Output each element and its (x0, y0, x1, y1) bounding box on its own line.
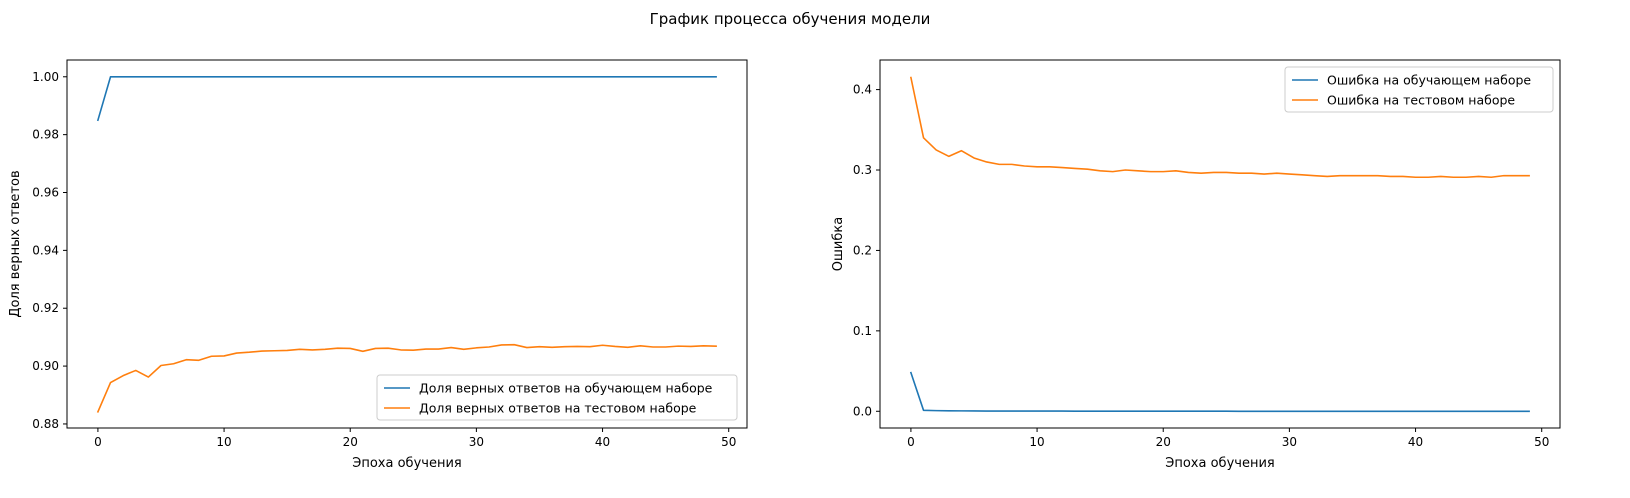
accuracy-y-tick-label: 1.00 (32, 70, 59, 84)
loss-series-layer (909, 76, 1530, 413)
accuracy-plot-frame (66, 59, 748, 429)
loss-x-tick-label: 30 (1282, 435, 1297, 449)
loss-chart: 0 10 20 30 40 50 0.0 0.1 0.2 0.3 0.4 Эпоха обучени… (831, 59, 1561, 471)
accuracy-legend-label: Доля верных ответов на обучающем наборе (419, 381, 713, 396)
loss-x-tick-label: 0 (907, 435, 915, 449)
loss-x-axis-label: Эпоха обучения (1165, 456, 1274, 471)
loss-y-axis-label: Ошибка (831, 217, 846, 271)
accuracy-y-tick-label: 0.96 (32, 186, 59, 200)
accuracy-y-tick-label: 0.98 (32, 128, 59, 142)
accuracy-chart: 0 10 20 30 40 500.880.900.920.940.960.981.00 … (8, 59, 748, 471)
loss-x-tick-label: 50 (1534, 435, 1549, 449)
accuracy-series-line-train (96, 75, 717, 122)
loss-legend-label: Ошибка на обучающем наборе (1327, 73, 1531, 88)
accuracy-y-tick-label: 0.92 (32, 301, 59, 315)
loss-x-tick-label: 40 (1408, 435, 1423, 449)
accuracy-series-layer (96, 75, 717, 413)
loss-tick-layer: 0 10 20 30 40 50 0.0 0.1 0.2 0.3 0.4 (853, 83, 1549, 449)
accuracy-x-tick-label: 40 (595, 435, 610, 449)
accuracy-legend-box (376, 374, 738, 421)
loss-y-tick-label: 0.2 (853, 243, 872, 257)
loss-y-tick-label: 0.4 (853, 83, 872, 97)
loss-x-tick-label: 20 (1156, 435, 1171, 449)
loss-plot-frame (879, 59, 1561, 429)
loss-legend-label: Ошибка на тестовом наборе (1327, 93, 1515, 108)
accuracy-tick-layer: 0 10 20 30 40 50 0.88 0.90 0.92 0.94 0.96 0.98 1.00 (32, 70, 736, 449)
accuracy-x-tick-label: 20 (343, 435, 358, 449)
accuracy-y-tick-label: 0.88 (32, 417, 59, 431)
accuracy-x-tick-label: 0 (94, 435, 102, 449)
accuracy-legend: Доля верных ответов на обучающем наборе Д… (376, 374, 738, 421)
accuracy-y-tick-label: 0.94 (32, 243, 59, 257)
loss-y-tick-label: 0.1 (853, 324, 872, 338)
accuracy-series-line-test (96, 343, 717, 413)
accuracy-legend-label: Доля верных ответов на тестовом наборе (419, 401, 697, 416)
accuracy-x-tick-label: 10 (216, 435, 231, 449)
accuracy-y-axis-label: Доля верных ответов (8, 170, 23, 317)
accuracy-x-tick-label: 30 (469, 435, 484, 449)
accuracy-y-tick-label: 0.90 (32, 359, 59, 373)
loss-legend-box (1284, 66, 1554, 113)
figure-title: График процесса обучения модели (650, 10, 931, 28)
loss-y-tick-label: 0.3 (853, 163, 872, 177)
loss-series-line-test (909, 76, 1530, 179)
loss-x-tick-label: 10 (1029, 435, 1044, 449)
loss-series-line-train (909, 371, 1530, 413)
accuracy-x-axis-label: Эпоха обучения (352, 456, 461, 471)
accuracy-x-tick-label: 50 (721, 435, 736, 449)
loss-legend: Ошибка на обучающем наборе Ошибка на тест… (1284, 66, 1554, 113)
loss-y-tick-label: 0.0 (853, 404, 872, 418)
